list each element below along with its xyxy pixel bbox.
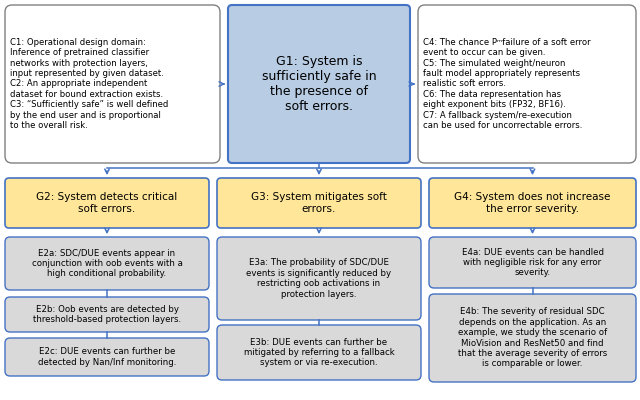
Text: G3: System mitigates soft
errors.: G3: System mitigates soft errors. <box>251 192 387 214</box>
FancyBboxPatch shape <box>429 237 636 288</box>
FancyBboxPatch shape <box>217 178 421 228</box>
Text: E2a: SDC/DUE events appear in
conjunction with oob events with a
high conditiona: E2a: SDC/DUE events appear in conjunctio… <box>31 248 182 278</box>
FancyBboxPatch shape <box>217 325 421 380</box>
Text: C4: The chance Pᵐfailure of a soft error
event to occur can be given.
C5: The si: C4: The chance Pᵐfailure of a soft error… <box>423 38 591 130</box>
Text: C1: Operational design domain:
Inference of pretrained classifier
networks with : C1: Operational design domain: Inference… <box>10 38 168 130</box>
Text: G4: System does not increase
the error severity.: G4: System does not increase the error s… <box>454 192 611 214</box>
Text: E3a: The probability of SDC/DUE
events is significantly reduced by
restricting o: E3a: The probability of SDC/DUE events i… <box>246 258 392 298</box>
Text: E2b: Oob events are detected by
threshold-based protection layers.: E2b: Oob events are detected by threshol… <box>33 305 181 324</box>
FancyBboxPatch shape <box>429 294 636 382</box>
FancyBboxPatch shape <box>418 5 636 163</box>
FancyBboxPatch shape <box>429 178 636 228</box>
FancyBboxPatch shape <box>228 5 410 163</box>
FancyBboxPatch shape <box>5 178 209 228</box>
Text: E4b: The severity of residual SDC
depends on the application. As an
example, we : E4b: The severity of residual SDC depend… <box>458 308 607 368</box>
FancyBboxPatch shape <box>5 237 209 290</box>
FancyBboxPatch shape <box>217 237 421 320</box>
Text: E2c: DUE events can further be
detected by Nan/Inf monitoring.: E2c: DUE events can further be detected … <box>38 347 176 367</box>
Text: G2: System detects critical
soft errors.: G2: System detects critical soft errors. <box>36 192 178 214</box>
Text: E4a: DUE events can be handled
with negligible risk for any error
severity.: E4a: DUE events can be handled with negl… <box>461 248 604 278</box>
FancyBboxPatch shape <box>5 338 209 376</box>
FancyBboxPatch shape <box>5 5 220 163</box>
Text: G1: System is
sufficiently safe in
the presence of
soft errors.: G1: System is sufficiently safe in the p… <box>262 55 376 113</box>
FancyBboxPatch shape <box>5 297 209 332</box>
Text: E3b: DUE events can further be
mitigated by referring to a fallback
system or vi: E3b: DUE events can further be mitigated… <box>244 338 394 367</box>
